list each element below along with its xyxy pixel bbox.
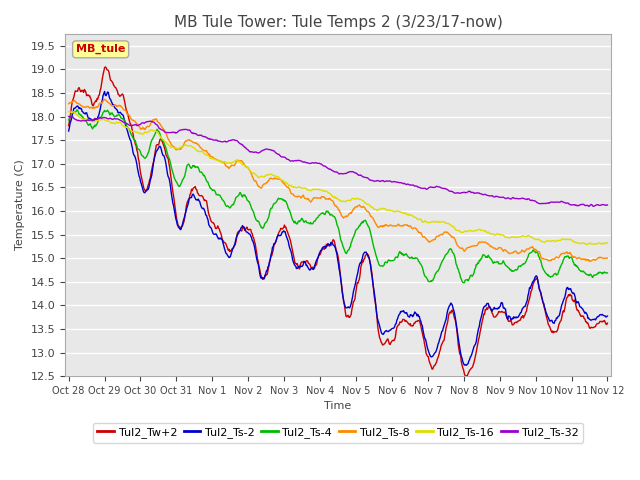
Title: MB Tule Tower: Tule Temps 2 (3/23/17-now): MB Tule Tower: Tule Temps 2 (3/23/17-now… <box>173 15 502 30</box>
Legend: Tul2_Tw+2, Tul2_Ts-2, Tul2_Ts-4, Tul2_Ts-8, Tul2_Ts-16, Tul2_Ts-32: Tul2_Tw+2, Tul2_Ts-2, Tul2_Ts-4, Tul2_Ts… <box>93 423 583 443</box>
Y-axis label: Temperature (C): Temperature (C) <box>15 160 25 251</box>
Text: MB_tule: MB_tule <box>76 44 125 54</box>
X-axis label: Time: Time <box>324 401 351 411</box>
